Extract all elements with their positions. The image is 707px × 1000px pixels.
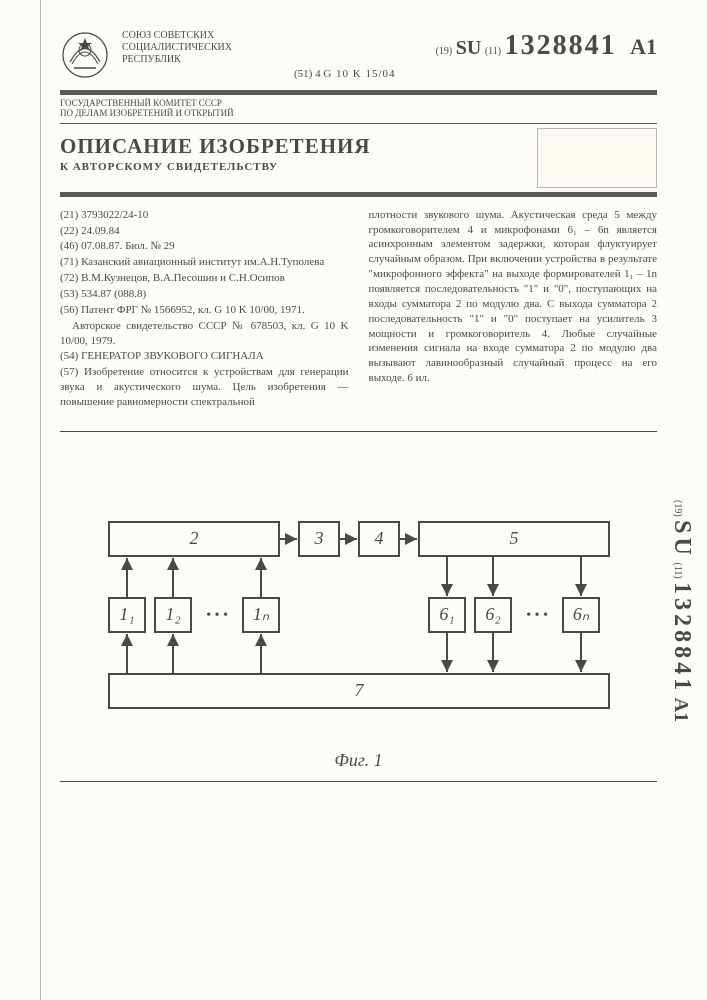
patent-number: 1328841 [505,30,617,61]
document-subtitle: К АВТОРСКОМУ СВИДЕТЕЛЬСТВУ [60,161,537,173]
divider [60,90,657,95]
figure-caption: Фиг. 1 [60,750,657,771]
union-line: РЕСПУБЛИК [122,54,242,66]
svg-text:1₂: 1₂ [165,604,180,624]
column-left: (21) 3793022/24-10 (22) 24.09.84 (46) 07… [60,207,349,411]
kind-code: A1 [630,34,657,59]
biblio-field: (57) Изобретение относится к устройствам… [60,365,349,410]
svg-text:2: 2 [189,528,198,548]
patent-page: СОЮЗ СОВЕТСКИХ СОЦИАЛИСТИЧЕСКИХ РЕСПУБЛИ… [0,0,707,1000]
field-11-prefix: (11) [485,46,501,57]
header: СОЮЗ СОВЕТСКИХ СОЦИАЛИСТИЧЕСКИХ РЕСПУБЛИ… [60,30,657,80]
svg-text:1ₙ: 1ₙ [252,604,269,624]
biblio-field: (54) ГЕНЕРАТОР ЗВУКОВОГО СИГНАЛА [60,349,349,364]
biblio-field: (22) 24.09.84 [60,224,349,239]
svg-text:6ₙ: 6ₙ [572,604,589,624]
svg-text:1₁: 1₁ [119,604,134,624]
margin-rule [40,0,41,1000]
divider [60,192,657,197]
side-document-number: (19) SU (11) 1328841 A1 [668,500,695,722]
country-code: SU [456,37,482,59]
field-19-prefix: (19) [436,46,453,57]
classification-code: (51) 4 G 10 K 15/04 [294,68,657,80]
union-name: СОЮЗ СОВЕТСКИХ СОЦИАЛИСТИЧЕСКИХ РЕСПУБЛИ… [122,30,242,66]
committee-name: ГОСУДАРСТВЕННЫЙ КОМИТЕТ СССР ПО ДЕЛАМ ИЗ… [60,99,657,119]
biblio-field: (53) 534.87 (088.8) [60,287,349,302]
block-diagram: 2 3 4 5 1₁ 1₂ • • • 1ₙ 6₁ 6₂ • • • 6ₙ 7 [60,512,657,771]
document-number-block: (19) SU (11) 1328841 A1 (51) 4 G 10 K 15… [254,30,657,80]
svg-text:7: 7 [354,680,364,700]
union-line: СОЦИАЛИСТИЧЕСКИХ [122,42,242,54]
biblio-field: (72) В.М.Кузнецов, В.А.Песошин и С.Н.Оси… [60,271,349,286]
diagram-arrows [127,539,581,674]
union-line: СОЮЗ СОВЕТСКИХ [122,30,242,42]
svg-text:6₁: 6₁ [439,604,454,624]
registration-stamp [537,128,657,188]
ussr-emblem-icon [60,30,110,80]
svg-text:3: 3 [313,528,323,548]
biblio-field: Авторское свидетельство СССР № 678503, к… [60,319,349,349]
biblio-field: (56) Патент ФРГ № 1566952, кл. G 10 K 10… [60,303,349,318]
divider [60,123,657,124]
figure-panel: 2 3 4 5 1₁ 1₂ • • • 1ₙ 6₁ 6₂ • • • 6ₙ 7 [60,431,657,782]
abstract-body: (21) 3793022/24-10 (22) 24.09.84 (46) 07… [60,207,657,411]
svg-text:• • •: • • • [526,608,548,623]
svg-text:• • •: • • • [206,608,228,623]
biblio-field: (21) 3793022/24-10 [60,208,349,223]
biblio-field: (71) Казанский авиационный институт им.А… [60,255,349,270]
svg-text:5: 5 [509,528,518,548]
svg-text:4: 4 [374,528,383,548]
title-row: ОПИСАНИЕ ИЗОБРЕТЕНИЯ К АВТОРСКОМУ СВИДЕТ… [60,128,657,188]
abstract-text: плотности звукового шума. Акустическая с… [369,208,658,386]
svg-text:6₂: 6₂ [485,604,500,624]
biblio-field: (46) 07.08.87. Бюл. № 29 [60,239,349,254]
document-title: ОПИСАНИЕ ИЗОБРЕТЕНИЯ [60,134,537,159]
column-right: плотности звукового шума. Акустическая с… [369,207,658,411]
